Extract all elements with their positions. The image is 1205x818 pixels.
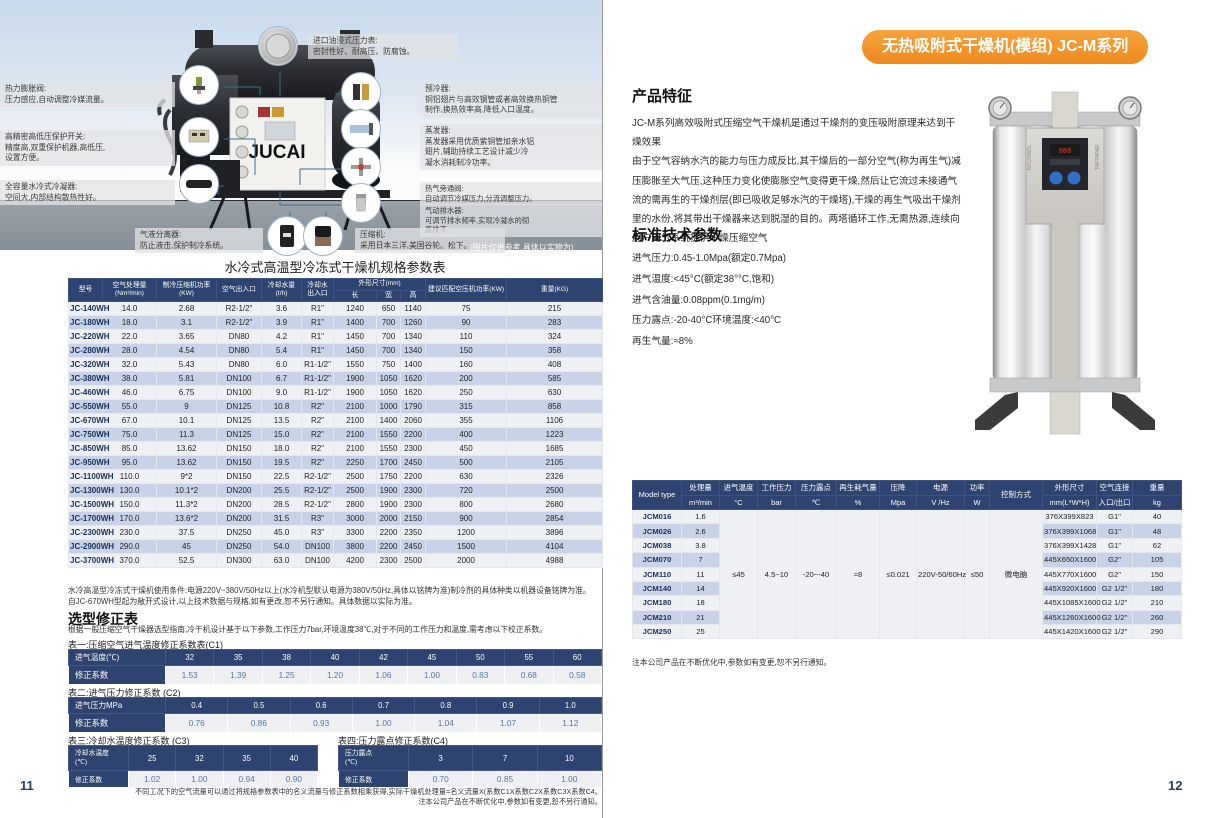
svg-text:JUCAI: JUCAI	[248, 142, 305, 163]
svg-text:NYCOMOL: NYCOMOL	[1027, 145, 1033, 171]
svg-text:888: 888	[1059, 148, 1072, 156]
svg-text:TAPTAPAD: TAPTAPAD	[1095, 144, 1101, 170]
